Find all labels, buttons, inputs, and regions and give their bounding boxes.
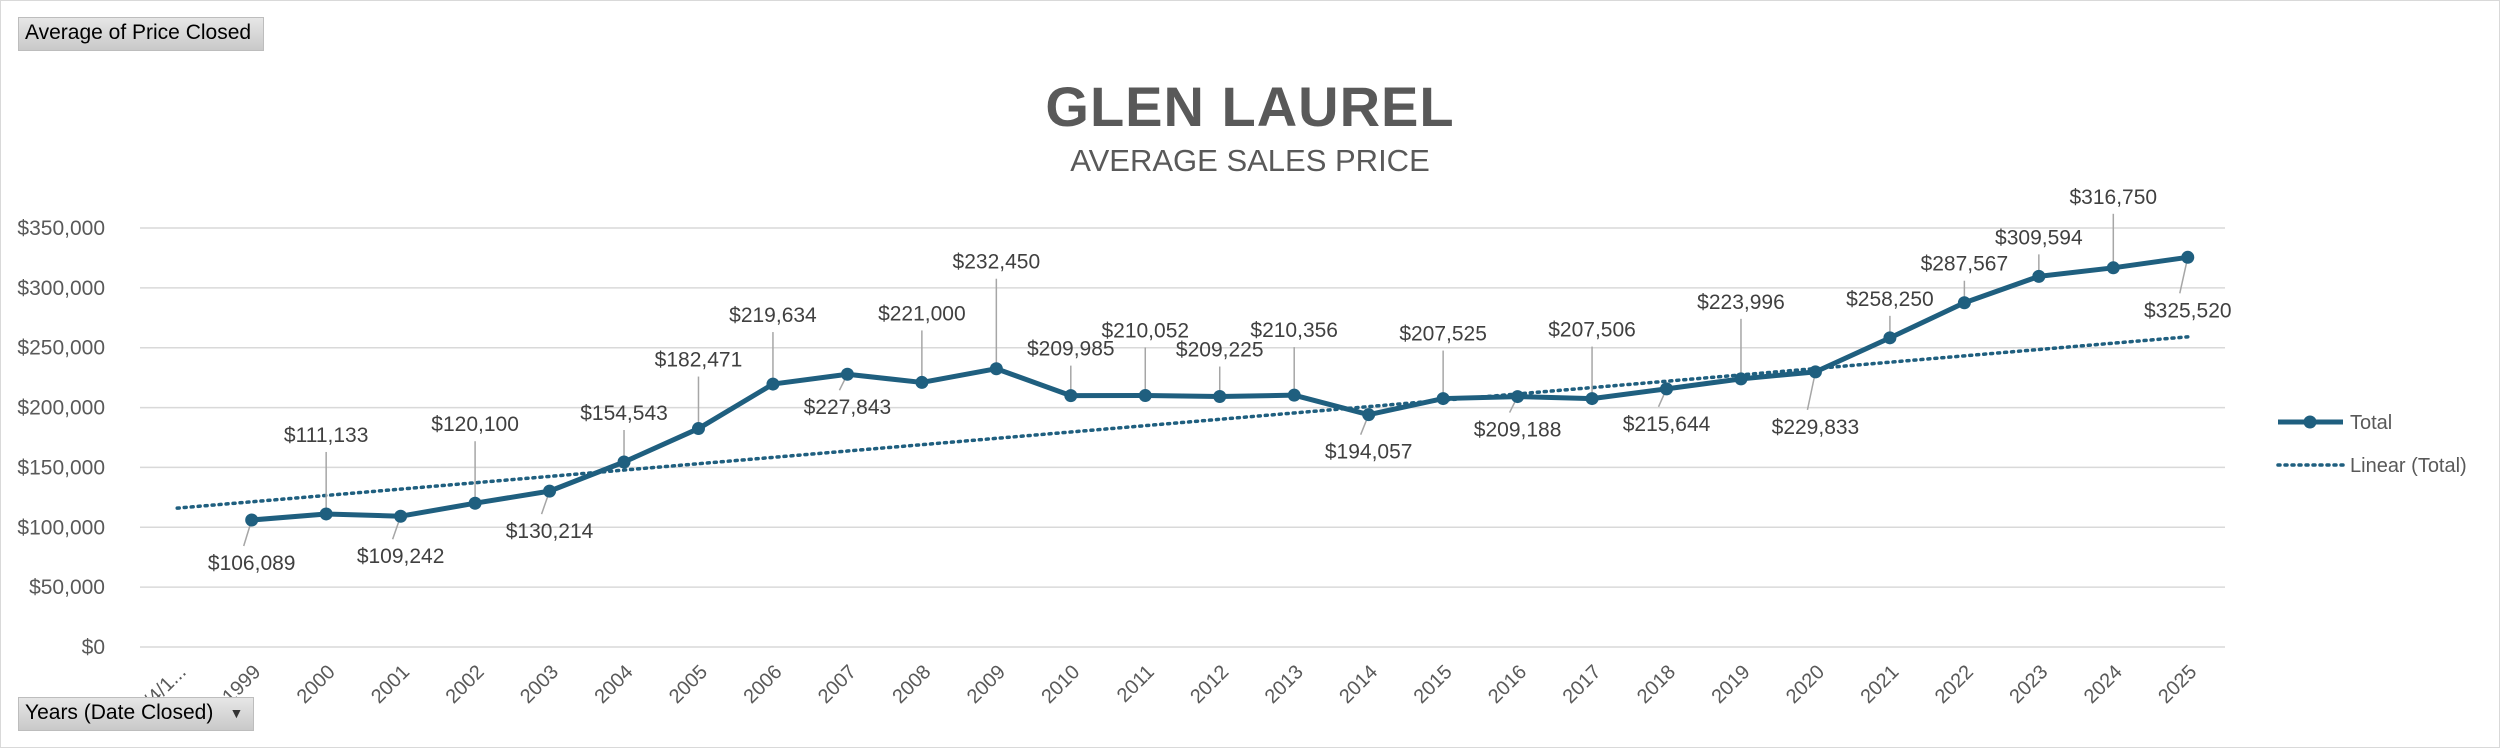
data-point: [245, 513, 259, 527]
x-tick-label: 2006: [739, 661, 786, 708]
x-tick-label: 2000: [293, 661, 340, 708]
data-label: $207,525: [1399, 323, 1487, 346]
data-label: $194,057: [1325, 441, 1413, 464]
x-tick-label: 2001: [367, 661, 414, 708]
x-tick-label: 2015: [1410, 661, 1457, 708]
trendline: [175, 335, 2190, 510]
data-point: [1511, 390, 1525, 404]
data-point: [1883, 331, 1897, 345]
data-point: [1436, 392, 1450, 406]
data-label: $130,214: [506, 520, 594, 543]
data-point: [2181, 250, 2195, 264]
data-point: [1585, 392, 1599, 406]
x-tick-label: 2025: [2154, 661, 2201, 708]
y-tick-label: $200,000: [17, 397, 105, 420]
dropdown-arrow-icon[interactable]: ▼: [229, 705, 244, 721]
data-point: [1287, 388, 1301, 402]
x-tick-label: 2020: [1782, 661, 1829, 708]
data-label: $209,225: [1176, 339, 1264, 362]
x-tick-label: 2003: [516, 661, 563, 708]
value-field-button[interactable]: Average of Price Closed: [18, 17, 265, 51]
x-tick-label: 2012: [1186, 661, 1233, 708]
chart-title: GLEN LAUREL: [1045, 75, 1455, 138]
data-point: [1138, 389, 1152, 403]
y-tick-label: $250,000: [17, 337, 105, 360]
data-label: $223,996: [1697, 291, 1785, 314]
data-point: [840, 367, 854, 381]
data-label: $325,520: [2144, 299, 2232, 322]
data-point: [766, 377, 780, 391]
x-tick-label: 2009: [963, 661, 1010, 708]
data-label: $316,750: [2070, 186, 2158, 209]
x-tick-label: 2007: [814, 661, 861, 708]
data-label: $229,833: [1772, 416, 1860, 439]
data-label: $209,188: [1474, 419, 1562, 442]
data-point: [1064, 389, 1078, 403]
y-tick-label: $350,000: [17, 217, 105, 240]
chart-subtitle: AVERAGE SALES PRICE: [1070, 143, 1430, 178]
x-tick-label: 2005: [665, 661, 712, 708]
data-label: $154,543: [580, 402, 668, 425]
data-label: $210,356: [1250, 319, 1338, 342]
x-tick-label: 2018: [1633, 661, 1680, 708]
x-tick-label: 2022: [1931, 661, 1978, 708]
data-point: [543, 484, 557, 498]
data-label: $232,450: [953, 251, 1041, 274]
y-tick-label: $0: [82, 636, 105, 659]
axis-field-button[interactable]: Years (Date Closed) ▼: [18, 697, 255, 731]
data-point: [915, 375, 929, 389]
legend-label-total: Total: [2350, 412, 2392, 434]
data-point: [1660, 382, 1674, 396]
legend-marker-total: [2303, 415, 2317, 429]
data-point: [1213, 390, 1227, 404]
x-tick-label: 2010: [1037, 661, 1084, 708]
data-label: $120,100: [431, 413, 519, 436]
y-tick-label: $100,000: [17, 516, 105, 539]
x-tick-label: 2016: [1484, 661, 1531, 708]
x-tick-label: 2004: [591, 661, 638, 708]
data-label: $287,567: [1921, 253, 2009, 276]
data-point: [1808, 365, 1822, 379]
data-point: [1957, 296, 1971, 310]
x-tick-label: 2013: [1261, 661, 1308, 708]
x-tick-label: 2023: [2005, 661, 2052, 708]
data-point: [468, 496, 482, 510]
data-point: [1734, 372, 1748, 386]
data-point: [989, 362, 1003, 376]
data-label: $109,242: [357, 545, 445, 568]
data-label: $309,594: [1995, 226, 2083, 249]
x-tick-label: 2014: [1335, 661, 1382, 708]
data-label: $210,052: [1101, 320, 1189, 343]
data-label: $215,644: [1623, 413, 1711, 436]
x-tick-label: 2017: [1559, 661, 1606, 708]
data-label: $219,634: [729, 304, 817, 327]
data-label: $207,506: [1548, 319, 1636, 342]
data-label: $106,089: [208, 552, 296, 575]
data-label: $209,985: [1027, 338, 1115, 361]
x-tick-label: 2024: [2080, 661, 2127, 708]
data-point: [2106, 261, 2120, 275]
data-label: $182,471: [655, 349, 743, 372]
data-label: $111,133: [284, 424, 368, 447]
data-point: [617, 455, 631, 469]
y-tick-label: $300,000: [17, 277, 105, 300]
y-tick-label: $50,000: [29, 576, 105, 599]
data-point: [691, 422, 705, 436]
data-label: $258,250: [1846, 288, 1934, 311]
x-tick-label: 2021: [1856, 661, 1903, 708]
x-tick-label: 2011: [1113, 661, 1159, 707]
data-label: $227,843: [804, 396, 892, 419]
legend-label-trend: Linear (Total): [2350, 455, 2467, 477]
x-tick-label: 2019: [1707, 661, 1754, 708]
data-point: [1362, 408, 1376, 422]
axis-field-label: Years (Date Closed): [25, 701, 214, 724]
data-point: [394, 509, 408, 523]
data-label: $221,000: [878, 302, 966, 325]
y-tick-label: $150,000: [17, 456, 105, 479]
data-point: [2032, 269, 2046, 283]
data-point: [319, 507, 333, 521]
x-tick-label: 2002: [442, 661, 489, 708]
x-tick-label: 2008: [888, 661, 935, 708]
